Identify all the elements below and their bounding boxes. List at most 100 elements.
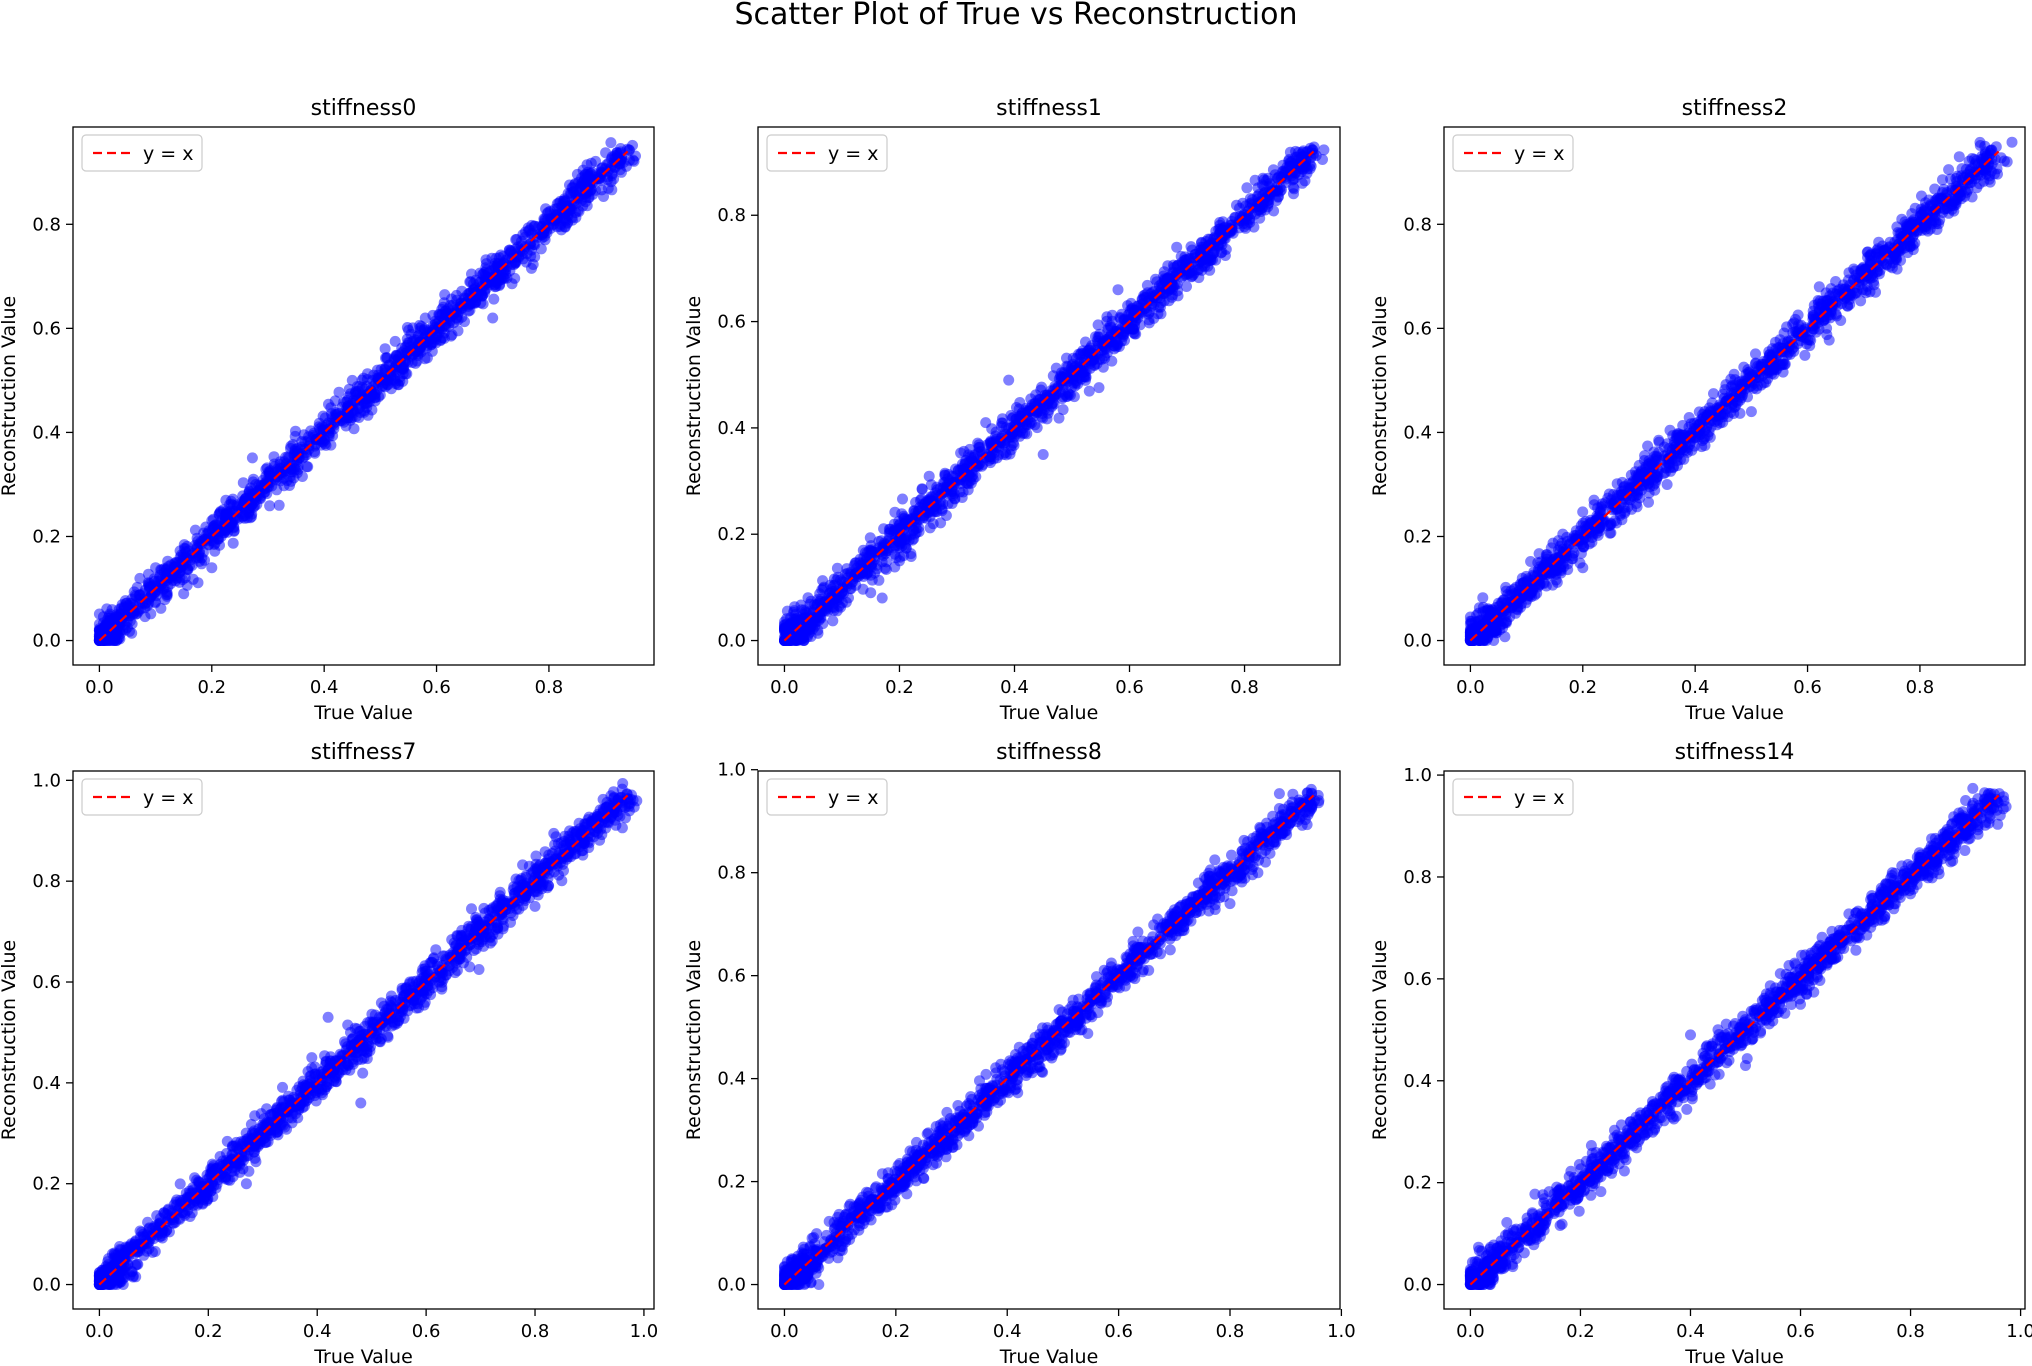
legend: y = x [1452, 134, 1574, 172]
legend: y = x [766, 134, 888, 172]
scatter-point [996, 420, 1007, 432]
scatter-point [1602, 520, 1613, 532]
scatter-point [815, 593, 827, 605]
scatter-point [1891, 221, 1903, 233]
scatter-point [399, 354, 411, 366]
scatter-point [949, 493, 961, 505]
legend-label: y = x [828, 143, 879, 165]
scatter-point [1736, 375, 1748, 387]
scatter-point [1697, 415, 1709, 427]
scatter-point [2006, 136, 2018, 148]
scatter-point [398, 345, 410, 357]
scatter-point [598, 191, 609, 202]
scatter-point [961, 477, 973, 489]
scatter-point [389, 335, 401, 347]
scatter-point [520, 226, 531, 238]
scatter-point [333, 386, 345, 398]
scatter-point [1930, 196, 1942, 208]
scatter-point [817, 575, 829, 587]
scatter-point [1057, 404, 1069, 416]
scatter-point [506, 278, 518, 290]
y-tick-label: 0.4 [32, 422, 61, 443]
scatter-point [798, 609, 810, 621]
scatter-point [338, 416, 350, 428]
scatter-point [493, 280, 505, 291]
axes-frame [1443, 126, 2026, 666]
outlier-point [980, 417, 992, 429]
scatter-point [263, 466, 275, 478]
scatter-point [1546, 567, 1558, 579]
scatter-point [1750, 348, 1761, 360]
scatter-point [590, 184, 601, 196]
scatter-point [1861, 246, 1873, 258]
scatter-point [996, 430, 1008, 442]
y-tick-label: 0.6 [32, 318, 61, 339]
scatter-point [1536, 566, 1548, 578]
scatter-point [605, 176, 617, 188]
subplot-title: stiffness2 [1682, 96, 1788, 121]
outlier-point [419, 312, 431, 324]
scatter-point [831, 562, 843, 574]
scatter-point [1873, 236, 1885, 248]
scatter-point [859, 547, 871, 559]
scatter-point [343, 383, 355, 395]
outlier-point [1588, 494, 1600, 506]
scatter-point [889, 506, 901, 518]
subplot-stiffness2: 0.0 0.2 0.4 0.6 0.80.00.20.40.60.8stiffness2… [1369, 96, 2026, 724]
scatter-point [781, 613, 793, 625]
scatter-point [1014, 397, 1026, 408]
scatter-point [301, 461, 313, 473]
scatter-point [246, 452, 258, 464]
scatter-point [1193, 272, 1205, 284]
scatter-point [1243, 212, 1255, 224]
y-tick-label: 0.6 [1403, 318, 1432, 339]
scatter-point [1693, 406, 1705, 418]
scatter-point [1937, 174, 1948, 186]
scatter-point [1742, 364, 1754, 376]
scatter-point [1639, 450, 1651, 462]
scatter-point [1510, 595, 1522, 607]
scatter-point [303, 431, 315, 443]
outlier-point [1112, 284, 1124, 296]
outlier-point [1953, 151, 1965, 163]
x-axis-label: True Value [1684, 702, 1784, 724]
legend-box [1452, 134, 1574, 172]
scatter-point [348, 423, 360, 435]
scatter-point [358, 397, 370, 409]
scatter-point [214, 507, 226, 518]
scatter-point [1226, 219, 1238, 231]
scatter-point [1082, 345, 1093, 357]
scatter-point [1812, 295, 1824, 306]
scatter-point [1991, 163, 2003, 175]
x-tick-label: 0.4 [1000, 677, 1029, 698]
scatter-point [570, 212, 582, 223]
scatter-point [496, 259, 508, 271]
scatter-point [1090, 331, 1101, 343]
subplot-title: stiffness1 [996, 96, 1102, 121]
scatter-point [1778, 327, 1790, 339]
y-tick-label: 0.0 [717, 631, 746, 652]
scatter-point [1262, 172, 1274, 184]
scatter-point [960, 464, 972, 476]
scatter-point [134, 572, 146, 584]
outlier-point [1037, 449, 1049, 460]
scatter-point [288, 472, 300, 484]
x-axis-label: True Value [313, 702, 413, 724]
x-tick-label: 0.6 [1793, 677, 1822, 698]
scatter-point [1148, 312, 1160, 324]
scatter-point [1643, 460, 1655, 472]
outlier-point [1830, 276, 1842, 287]
scatter-point [1150, 273, 1161, 285]
scatter-point [143, 568, 154, 580]
scatter-point [1861, 280, 1873, 292]
scatter-point [379, 343, 391, 355]
scatter-point [1173, 266, 1185, 278]
scatter-point [178, 542, 190, 554]
scatter-point [840, 568, 851, 580]
scatter-point [1844, 289, 1856, 301]
scatter-point [1730, 395, 1742, 407]
scatter-point [362, 409, 374, 421]
scatter-point [1101, 315, 1113, 327]
scatter-point [1569, 534, 1581, 546]
subplot-title: stiffness0 [311, 96, 417, 121]
